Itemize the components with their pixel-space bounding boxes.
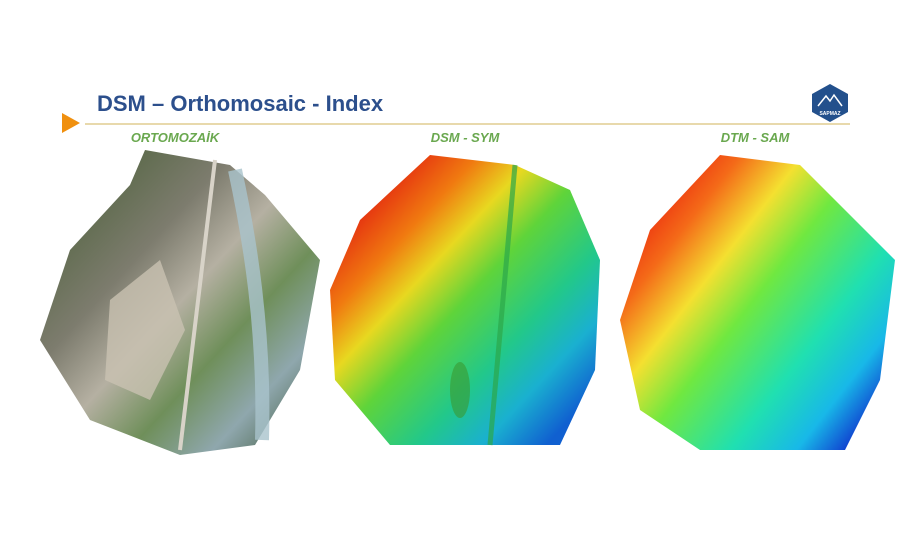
slide-title: DSM – Orthomosaic - Index <box>97 91 384 116</box>
logo-text: SAPMAZ <box>819 111 840 117</box>
dsm-image <box>330 155 600 446</box>
logo: SAPMAZ <box>812 84 848 122</box>
panel-label: DTM - SAM <box>721 130 791 145</box>
panel-label: ORTOMOZAİK <box>131 130 221 145</box>
panel-label: DSM - SYM <box>431 130 501 145</box>
orthomosaic-image <box>40 150 320 455</box>
dtm-image <box>620 155 895 450</box>
bullet-arrow <box>62 113 80 133</box>
